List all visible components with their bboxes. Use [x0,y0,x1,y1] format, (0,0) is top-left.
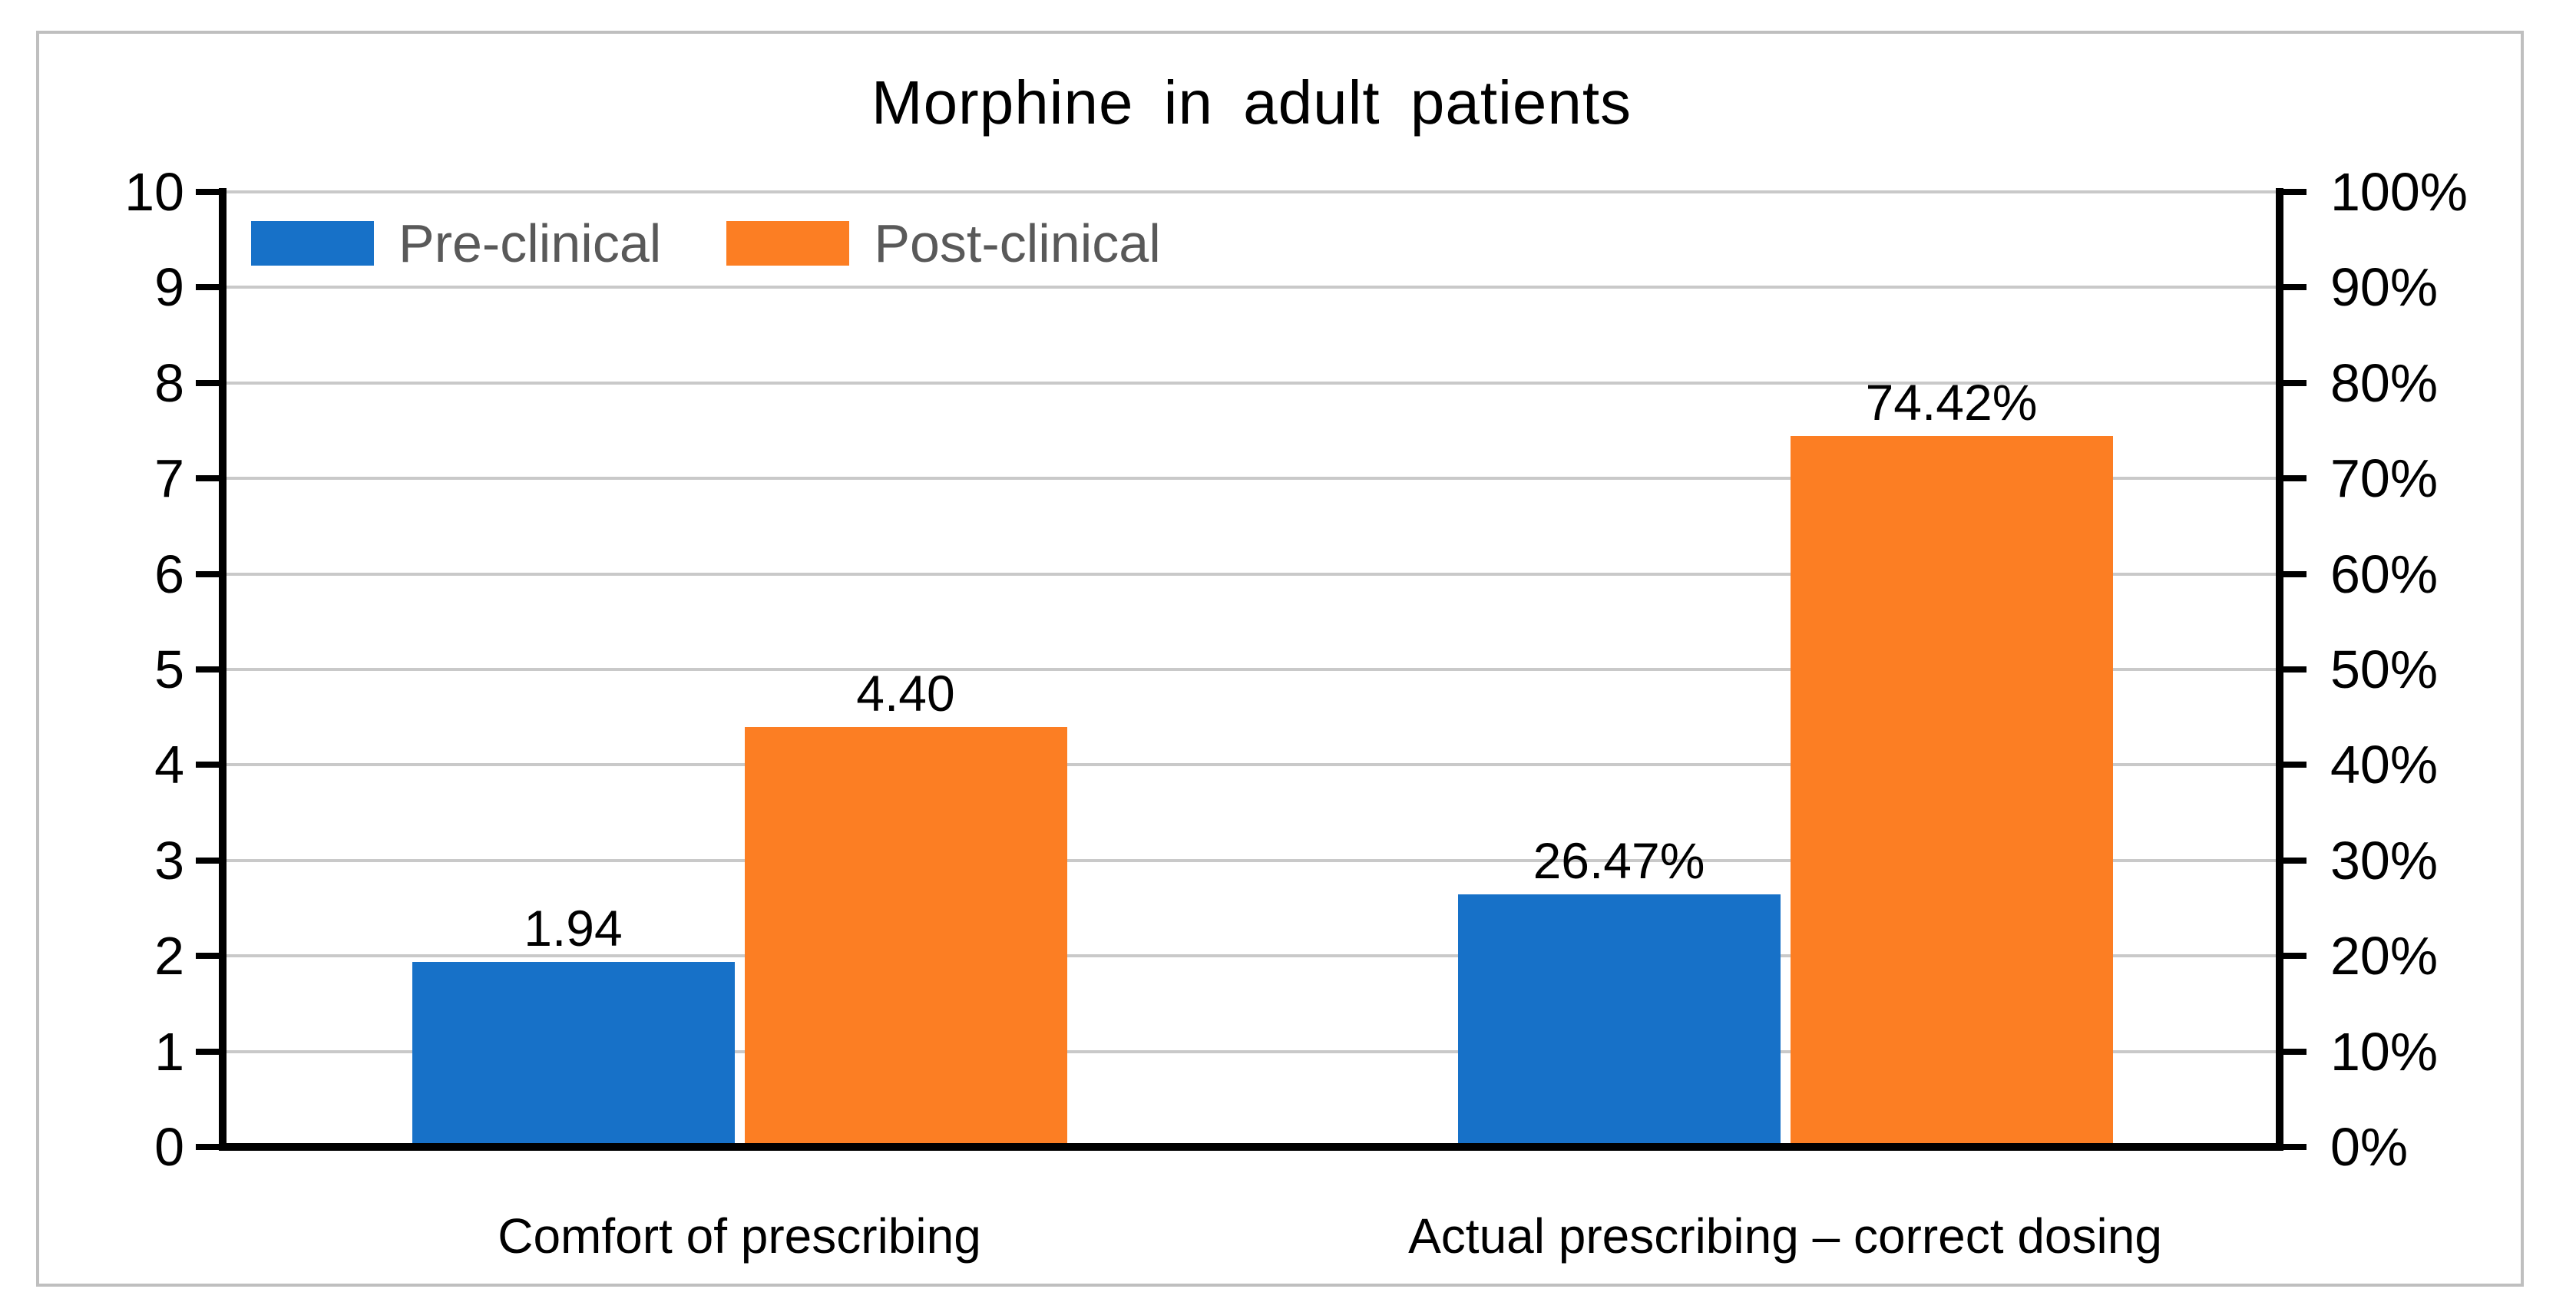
x-axis-line [219,1143,2283,1151]
left-axis-tick-label: 4 [154,735,184,795]
left-axis-tick-label: 9 [154,257,184,318]
right-axis-tick [2283,857,2306,864]
data-label-post-clinical-category-2: 74.42% [1865,374,2038,431]
right-axis-tick-label: 40% [2330,735,2439,795]
legend-label-post-clinical: Post-clinical [874,213,1161,273]
right-axis-tick-label: 30% [2330,830,2439,891]
right-axis-tick-label: 20% [2330,926,2439,986]
left-axis-line [219,188,227,1151]
left-axis-tick [196,475,219,482]
gridline [223,572,2280,576]
category-label-comfort-of-prescribing: Comfort of prescribing [498,1208,981,1264]
legend-item-pre-clinical: Pre-clinical [251,213,662,273]
right-axis-tick-label: 50% [2330,639,2439,699]
right-axis-tick-label: 0% [2330,1117,2409,1177]
right-axis-tick [2283,379,2306,386]
left-axis-tick-label: 0 [154,1117,184,1177]
right-axis-tick [2283,953,2306,960]
legend-swatch-post-clinical [726,221,850,266]
bar-post-clinical-category-1 [744,726,1067,1147]
left-axis-tick [196,1048,219,1055]
right-axis-tick-label: 70% [2330,448,2439,509]
gridline [223,1049,2280,1053]
left-axis-tick [196,666,219,673]
gridline [223,381,2280,385]
right-axis-line [2276,188,2283,1151]
gridline [223,763,2280,767]
bar-pre-clinical-category-1 [412,961,735,1147]
left-axis-tick-label: 2 [154,926,184,986]
left-axis-tick [196,189,219,195]
data-label-post-clinical-category-1: 4.40 [856,664,955,722]
right-axis-tick [2283,762,2306,768]
legend-swatch-pre-clinical [251,221,374,266]
left-axis-tick-label: 7 [154,448,184,509]
left-axis-tick [196,857,219,864]
gridline [223,477,2280,481]
gridline [223,954,2280,958]
right-axis-tick [2283,666,2306,673]
legend: Pre-clinical Post-clinical [251,213,1161,273]
left-axis-tick-label: 5 [154,639,184,699]
left-axis-tick-label: 10 [124,162,184,222]
gridline [223,668,2280,671]
left-axis-tick-label: 8 [154,352,184,413]
left-axis-tick [196,379,219,386]
category-label-actual-prescribing: Actual prescribing – correct dosing [1408,1208,2162,1264]
chart-title: Morphine in adult patients [871,68,1632,137]
right-axis-tick [2283,1048,2306,1055]
left-axis-tick-label: 1 [154,1021,184,1082]
right-axis-tick-label: 80% [2330,352,2439,413]
right-axis-tick [2283,570,2306,577]
right-axis-tick [2283,189,2306,195]
bar-pre-clinical-category-2 [1457,894,1781,1147]
left-axis-tick [196,762,219,768]
gridline [223,190,2280,193]
data-label-pre-clinical-category-1: 1.94 [524,899,623,957]
legend-label-pre-clinical: Pre-clinical [398,213,662,273]
right-axis-tick-label: 60% [2330,544,2439,604]
right-axis-tick-label: 100% [2330,162,2469,222]
left-axis-tick [196,284,219,291]
left-axis-tick [196,570,219,577]
left-axis-tick-label: 6 [154,544,184,604]
right-axis-tick [2283,284,2306,291]
data-label-pre-clinical-category-2: 26.47% [1533,831,1705,889]
gridline [223,286,2280,289]
legend-item-post-clinical: Post-clinical [726,213,1161,273]
right-axis-tick [2283,475,2306,482]
right-axis-tick [2283,1144,2306,1150]
right-axis-tick-label: 90% [2330,257,2439,318]
left-axis-tick [196,953,219,960]
left-axis-tick-label: 3 [154,830,184,891]
bar-post-clinical-category-2 [1790,436,2113,1147]
right-axis-tick-label: 10% [2330,1021,2439,1082]
gridline [223,858,2280,862]
left-axis-tick [196,1144,219,1150]
